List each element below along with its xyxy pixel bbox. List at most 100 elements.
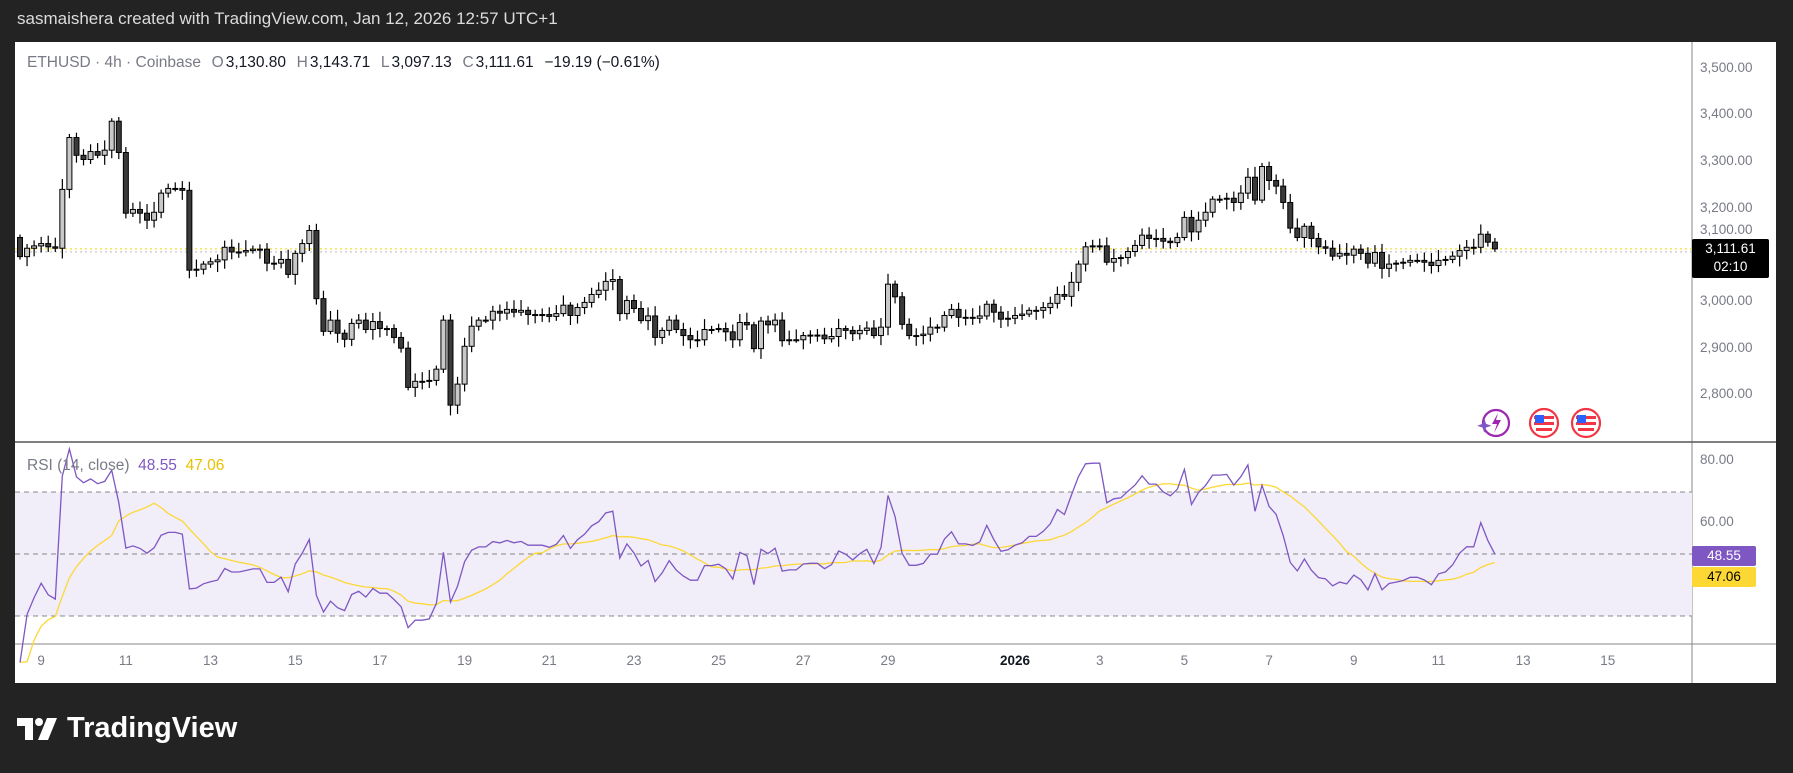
candle-body [165,187,172,194]
candle-body [151,211,158,221]
candle-body [235,251,242,254]
candle-body [1280,185,1287,203]
candle-body [45,243,52,248]
candle-body [306,229,313,245]
candle-body [983,303,990,317]
price-axis-label: 3,100.00 [1700,222,1753,237]
candle-body [80,154,87,160]
candle-body [496,310,503,314]
tradingview-logo[interactable]: TradingView [17,712,237,745]
candle-body [1251,176,1258,201]
tradingview-logo-text: TradingView [67,712,238,744]
candle-body [1414,259,1421,262]
rsi-title[interactable]: RSI (14, close) [27,457,130,474]
candle-body [115,120,122,153]
candle-body [405,347,412,388]
candle-body [292,252,299,275]
candle-body [320,298,327,332]
candle-body [842,328,849,331]
time-axis-label: 5 [1180,653,1189,668]
rsi-ma-value-label: 47.06 [1692,567,1756,587]
candle-body [136,208,143,214]
symbol-legend: ETHUSD · 4h · Coinbase O 3,130.80 H 3,143.… [27,54,662,72]
candle-body [962,316,969,319]
us-flag-event-icon[interactable] [1528,407,1560,439]
candle-body [722,328,729,333]
candle-body [863,327,870,331]
candle-body [1491,241,1498,250]
time-axis-label: 21 [541,653,557,668]
candle-body [1096,245,1103,248]
candle-body [1484,233,1491,243]
candle-body [1456,250,1463,257]
candle-body [73,137,80,156]
price-axis-label: 3,500.00 [1700,59,1753,75]
candle-body [1202,211,1209,221]
candle-body [1082,246,1089,265]
candle-body [567,304,574,316]
chart-snapshot-caption: sasmaishera created with TradingView.com… [17,9,558,28]
time-axis-label: 9 [1350,653,1358,668]
candle-body [228,246,235,253]
candle-body [906,323,913,337]
candle-body [673,319,680,330]
candle-body [1110,258,1117,263]
candle-body [348,322,355,340]
candle-body [362,319,369,330]
candle-body [729,331,736,341]
candle-body [518,309,525,313]
symbol-info[interactable]: ETHUSD · 4h · Coinbase [27,54,202,71]
price-axis-label: 2,800.00 [1700,386,1753,402]
candle-body [1244,176,1251,194]
candle-body [1435,259,1442,267]
candle-body [1237,192,1244,203]
candle-body [765,320,772,326]
price-axis-label: 3,400.00 [1700,106,1753,122]
candle-body [172,187,179,190]
candle-body [299,243,306,254]
candle-body [638,307,645,322]
candle-body [687,335,694,341]
candle-body [179,187,186,191]
candle-body [948,308,955,316]
candle-body [1343,252,1350,256]
candle-body [1117,257,1124,260]
candle-body [1266,166,1273,182]
candle-body [969,316,976,319]
candle-body [1449,255,1456,260]
candle-body [849,329,856,335]
time-axis-label: 29 [880,653,896,668]
candle-body [1061,293,1068,297]
candle-body [1400,261,1407,264]
candle-body [1273,180,1280,187]
high-value: 3,143.71 [309,54,371,71]
candle-body [129,208,136,214]
candle-body [334,319,341,334]
candle-body [1230,197,1237,203]
us-flag-event-icon[interactable] [1570,407,1602,439]
candle-body [1322,246,1329,249]
candle-body [1209,198,1216,213]
candle-body [440,319,447,370]
candle-body [1477,233,1484,248]
time-axis-label: 17 [372,653,388,668]
candle-body [1004,317,1011,320]
candle-body [1089,245,1096,248]
candle-body [1167,240,1174,244]
candle-body [1357,248,1364,254]
candle-body [595,289,602,295]
candle-body [1174,236,1181,244]
candle-body [750,324,757,350]
candle-body [680,328,687,337]
time-axis-label: 19 [457,653,473,668]
candle-body [1223,197,1230,200]
candle-body [828,335,835,340]
sparkle-lightning-icon[interactable] [1476,407,1512,441]
candle-body [1315,237,1322,248]
candle-body [793,339,800,342]
candle-body [122,151,129,214]
current-price-label: 3,111.61 02:10 [1692,239,1769,278]
candle-body [398,336,405,349]
candle-body [892,283,899,298]
